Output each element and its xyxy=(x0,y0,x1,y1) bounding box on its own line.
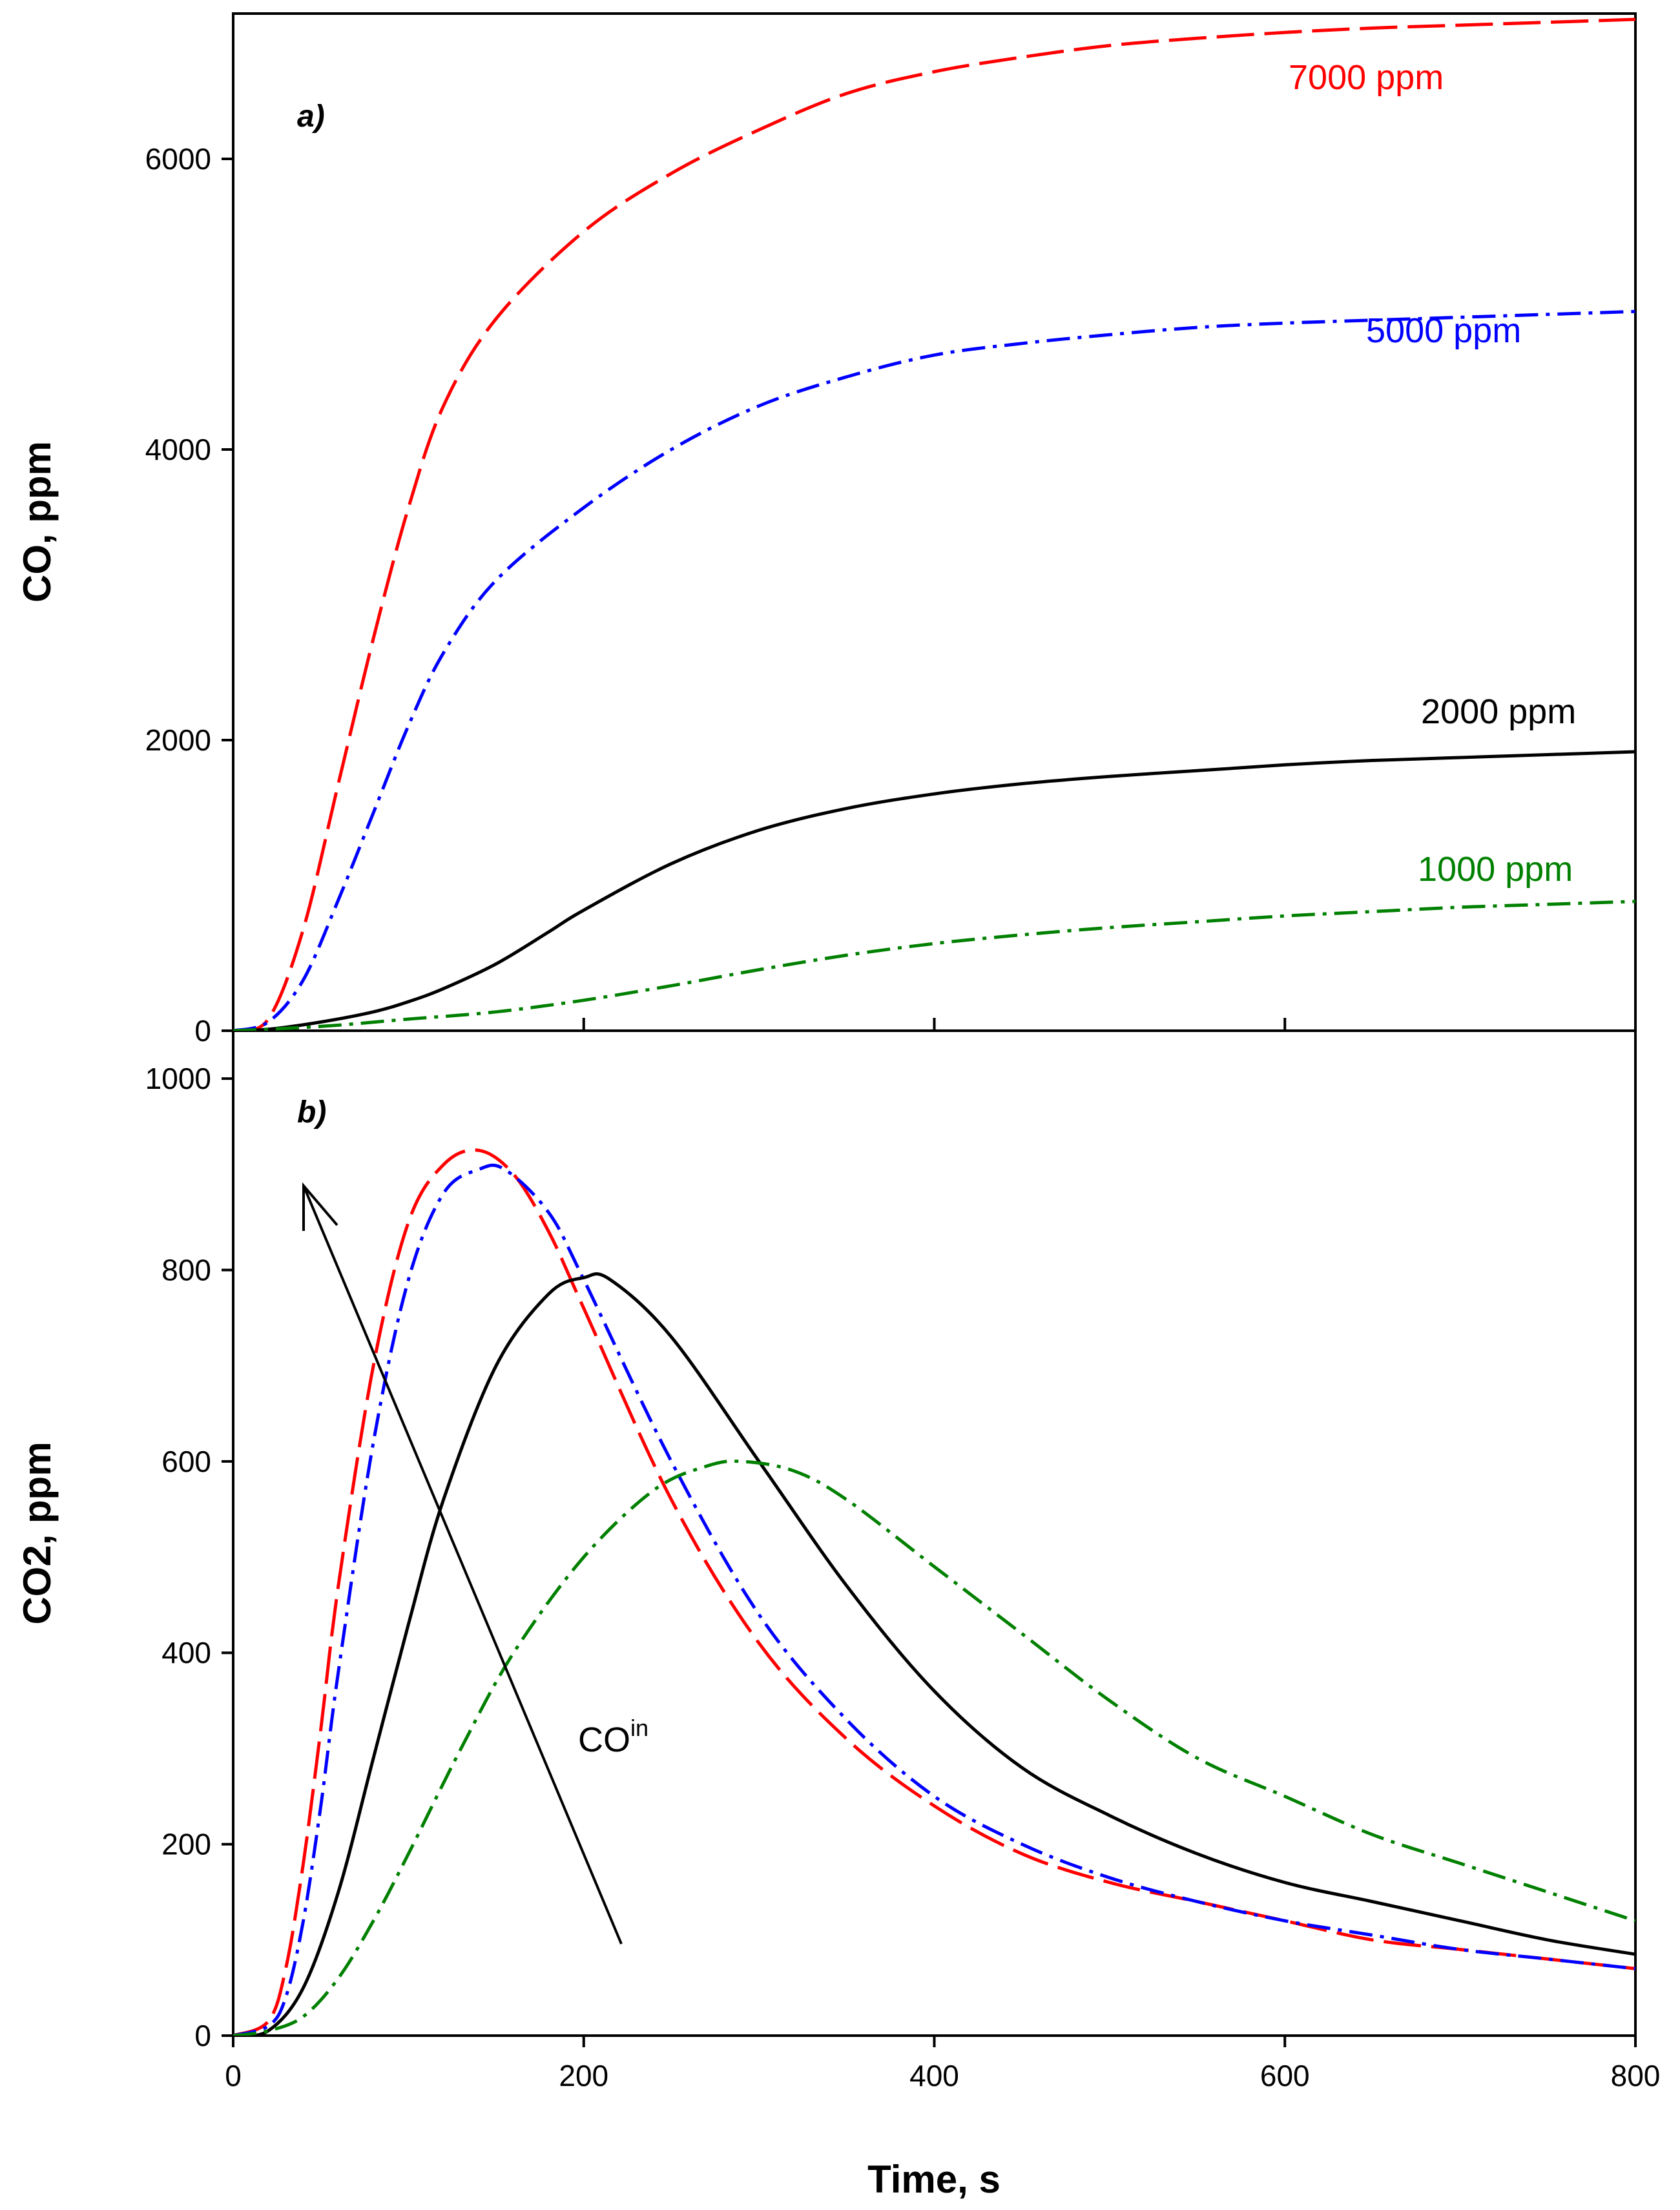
series-line-a-7000-ppm xyxy=(233,17,1635,1031)
series-line-b-1000-ppm xyxy=(233,1459,1635,2036)
series-label-2000: 2000 ppm xyxy=(1421,692,1576,731)
panel-b-series xyxy=(233,1148,1635,2036)
series-line-a-2000-ppm xyxy=(233,750,1635,1031)
series-line-b-5000-ppm xyxy=(233,1163,1635,2036)
x-tick-label: 600 xyxy=(1260,2059,1310,2092)
x-tick-label: 400 xyxy=(909,2059,959,2092)
x-tick-label: 800 xyxy=(1611,2059,1661,2092)
x-tick-label: 0 xyxy=(225,2059,242,2092)
co-in-label: COin xyxy=(578,1715,648,1759)
panel-b-frame xyxy=(232,1029,1637,2037)
y-tick-label-a: 2000 xyxy=(145,723,211,757)
y-tick-label-b: 400 xyxy=(161,1636,211,1669)
x-tick-label: 200 xyxy=(559,2059,608,2092)
co-in-arrow xyxy=(302,1182,623,1945)
series-label-5000: 5000 ppm xyxy=(1366,311,1521,350)
panel-a-tag: a) xyxy=(297,99,325,134)
y-tick-label-a: 6000 xyxy=(145,142,211,176)
series-line-a-1000-ppm xyxy=(233,900,1635,1031)
panel-b-tag: b) xyxy=(297,1095,326,1130)
y-tick-label-b: 0 xyxy=(194,2019,211,2052)
series-line-b-7000-ppm xyxy=(233,1148,1635,2036)
y-tick-label-b: 1000 xyxy=(145,1062,211,1095)
y-tick-label-a: 4000 xyxy=(145,433,211,466)
x-axis-title: Time, s xyxy=(867,2158,1001,2201)
panel-a-series xyxy=(233,17,1635,1031)
series-line-b-2000-ppm xyxy=(233,1272,1635,2036)
y-tick-label-b: 600 xyxy=(161,1445,211,1478)
series-line-a-5000-ppm xyxy=(233,309,1635,1031)
y-tick-label-b: 800 xyxy=(161,1253,211,1286)
y-tick-label-b: 200 xyxy=(161,1828,211,1861)
tick-labels: 0 2000 4000 6000 0 200 400 600 800 1000 0 200 400 600… xyxy=(145,142,1661,2092)
series-label-1000: 1000 ppm xyxy=(1418,850,1573,889)
y-tick-label-a: 0 xyxy=(194,1014,211,1048)
tick-marks xyxy=(222,158,1637,2047)
y-axis-title-b: CO2, ppm xyxy=(16,1441,59,1624)
y-axis-title-a: CO, ppm xyxy=(16,441,59,603)
series-label-7000: 7000 ppm xyxy=(1289,58,1444,97)
